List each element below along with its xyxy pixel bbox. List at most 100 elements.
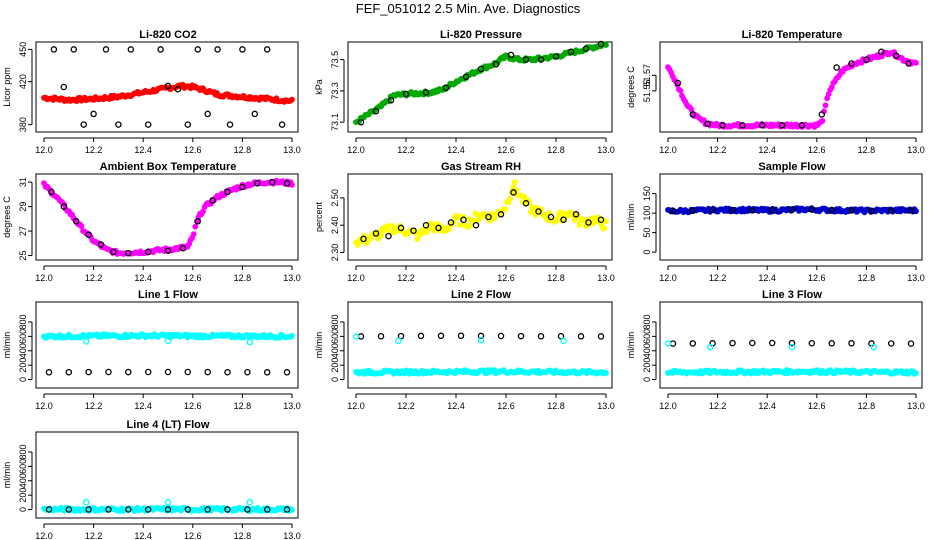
chart-li-820-temperature-point: [863, 56, 870, 63]
chart-gas-stream-rh-point: [547, 213, 555, 221]
chart-line-4-lt-flow-point: [164, 499, 172, 506]
chart-li-820-co2-x-tick-label: 12.8: [234, 145, 252, 155]
chart-line-2-flow-point: [417, 332, 425, 340]
chart-ambient-box-temperature-point: [97, 241, 105, 248]
chart-li-820-temperature-point: [739, 122, 746, 129]
chart-ambient-box-temperature-y-tick-label: 29: [18, 202, 28, 212]
chart-gas-stream-rh-x-tick-label: 12.8: [547, 273, 565, 283]
chart-line-3-flow-y-tick-label: 0: [642, 377, 652, 382]
chart-li-820-temperature-x-tick-label: 12.0: [659, 145, 677, 155]
chart-sample-flow-x-tick-label: 12.2: [709, 273, 727, 283]
chart-line-2-flow-point: [352, 333, 360, 340]
chart-li-820-pressure-x-tick-label: 12.0: [347, 145, 365, 155]
chart-line-3-flow-point: [664, 340, 672, 347]
chart-li-820-pressure-point: [507, 51, 515, 59]
chart-li-820-pressure-x-tick-label: 12.6: [497, 145, 515, 155]
chart-li-820-temperature-series-temperature-2-5-min-ave: [674, 48, 912, 129]
chart-li-820-co2-series-co2-raw: [41, 81, 295, 105]
chart-ambient-box-temperature-point: [78, 223, 85, 230]
chart-line-3-flow-point: [828, 340, 835, 347]
chart-line-2-flow-y-tick-label: 0: [330, 377, 340, 382]
chart-ambient-box-temperature-x-tick-label: 12.4: [134, 273, 152, 283]
chart-gas-stream-rh-point: [535, 208, 542, 215]
chart-gas-stream-rh-point: [472, 221, 480, 229]
chart-li-820-pressure-y-label: kPa: [314, 79, 324, 95]
chart-li-820-co2-x-tick-label: 12.2: [85, 145, 103, 155]
chart-sample-flow-x-tick-label: 12.0: [659, 273, 677, 283]
chart-line-4-lt-flow-x-tick-label: 12.0: [35, 531, 53, 540]
chart-ambient-box-temperature-point: [268, 178, 276, 186]
chart-li-820-temperature-y-label: degrees C: [626, 66, 636, 108]
chart-li-820-temperature-point: [674, 79, 682, 87]
chart-gas-stream-rh-point: [521, 193, 528, 200]
chart-ambient-box-temperature-point: [194, 218, 202, 225]
chart-line-4-lt-flow-point: [164, 506, 172, 513]
chart-line-1-flow-point: [82, 338, 90, 345]
chart-ambient-box-temperature-x-tick-label: 12.0: [35, 273, 53, 283]
chart-line-3-flow-y-tick-label: 800: [642, 314, 652, 329]
chart-sample-flow-point: [669, 207, 677, 215]
chart-gas-stream-rh-point: [502, 206, 509, 212]
chart-sample-flow-x-tick-label: 12.6: [808, 273, 826, 283]
chart-li-820-temperature-x-tick-label: 13.0: [907, 145, 925, 155]
chart-gas-stream-rh-point: [410, 227, 417, 234]
chart-line-2-flow-series-line-2-flow-outliers: [352, 333, 567, 344]
chart-line-2-flow-point: [377, 332, 385, 340]
chart-ambient-box-temperature-point: [72, 218, 80, 225]
chart-line-1-flow-point: [283, 369, 291, 376]
chart-gas-stream-rh-point: [585, 219, 592, 226]
chart-li-820-temperature-point: [677, 87, 684, 94]
chart-line-3-flow-point: [788, 343, 796, 351]
chart-line-2-flow-point: [577, 333, 585, 340]
chart-li-820-pressure-panel: Li-820 Pressure 12.0 12.2 12.4 12.6 12.8 13.0 7…: [314, 29, 615, 155]
chart-line-2-flow-point: [603, 370, 609, 376]
chart-gas-stream-rh-point: [372, 230, 380, 237]
chart-line-2-flow-series-line-2-flow-raw: [353, 367, 609, 377]
chart-line-2-flow-point: [395, 337, 402, 344]
chart-sample-flow-frame: [659, 173, 923, 261]
chart-line-4-lt-flow-point: [283, 506, 291, 513]
chart-line-2-flow-y-label: ml/min: [314, 332, 324, 359]
chart-li-820-co2-point: [174, 85, 182, 93]
chart-sample-flow-point: [768, 206, 776, 214]
chart-line-2-flow-frame: [347, 301, 613, 389]
chart-li-820-co2-y-tick-label: 380: [18, 117, 28, 132]
chart-line-4-lt-flow-point: [224, 506, 231, 513]
chart-line-4-lt-flow-point: [204, 506, 211, 513]
chart-line-1-flow-point: [246, 338, 254, 346]
chart-li-820-co2-point: [214, 46, 221, 53]
chart-gas-stream-rh-x-tick-label: 12.4: [447, 273, 465, 283]
chart-li-820-co2-point: [263, 46, 271, 53]
chart-li-820-co2-title: Li-820 CO2: [139, 29, 196, 41]
chart-line-3-flow-series-line-3-flow-ave: [669, 339, 915, 347]
chart-line-3-flow-y-label: ml/min: [626, 332, 636, 359]
chart-ambient-box-temperature-series-box-temp-2-5-min-ave: [48, 178, 291, 257]
chart-gas-stream-rh-point: [485, 213, 492, 221]
chart-li-820-temperature-title: Li-820 Temperature: [742, 29, 843, 41]
chart-line-3-flow-point: [729, 339, 736, 347]
chart-gas-stream-rh-point: [601, 225, 608, 232]
chart-line-1-flow-point: [144, 368, 152, 376]
chart-li-820-pressure-frame: [347, 41, 613, 133]
chart-line-1-flow-title: Line 1 Flow: [138, 289, 198, 301]
chart-li-820-co2-point: [127, 46, 135, 53]
chart-ambient-box-temperature-panel: Ambient Box Temperature 12.0 12.2 12.4 12.6 1…: [2, 161, 301, 283]
chart-line-2-flow-y-tick-label: 400: [330, 343, 340, 358]
chart-line-4-lt-flow-title: Line 4 (LT) Flow: [127, 419, 210, 431]
chart-li-820-co2-point: [164, 82, 172, 90]
chart-li-820-pressure-point: [522, 56, 530, 63]
chart-gas-stream-rh-point: [510, 189, 517, 196]
chart-sample-flow-point: [729, 206, 736, 214]
chart-ambient-box-temperature-point: [179, 244, 187, 252]
chart-li-820-pressure-point: [492, 61, 500, 68]
chart-li-820-pressure-point: [422, 89, 430, 96]
chart-gas-stream-rh-y-tick-label: 2.40: [330, 216, 340, 234]
chart-li-820-temperature-x-tick-label: 12.6: [808, 145, 826, 155]
chart-sample-flow-y-tick-label: 100: [642, 206, 652, 221]
chart-line-2-flow-point: [457, 332, 465, 340]
chart-li-820-co2-y-tick-label: 420: [18, 74, 28, 89]
chart-li-820-co2-y-label: Licor ppm: [2, 67, 12, 107]
chart-line-1-flow-series-line-1-flow-ave: [45, 368, 291, 376]
chart-line-1-flow-point: [125, 368, 132, 376]
chart-line-4-lt-flow-point: [246, 499, 254, 506]
